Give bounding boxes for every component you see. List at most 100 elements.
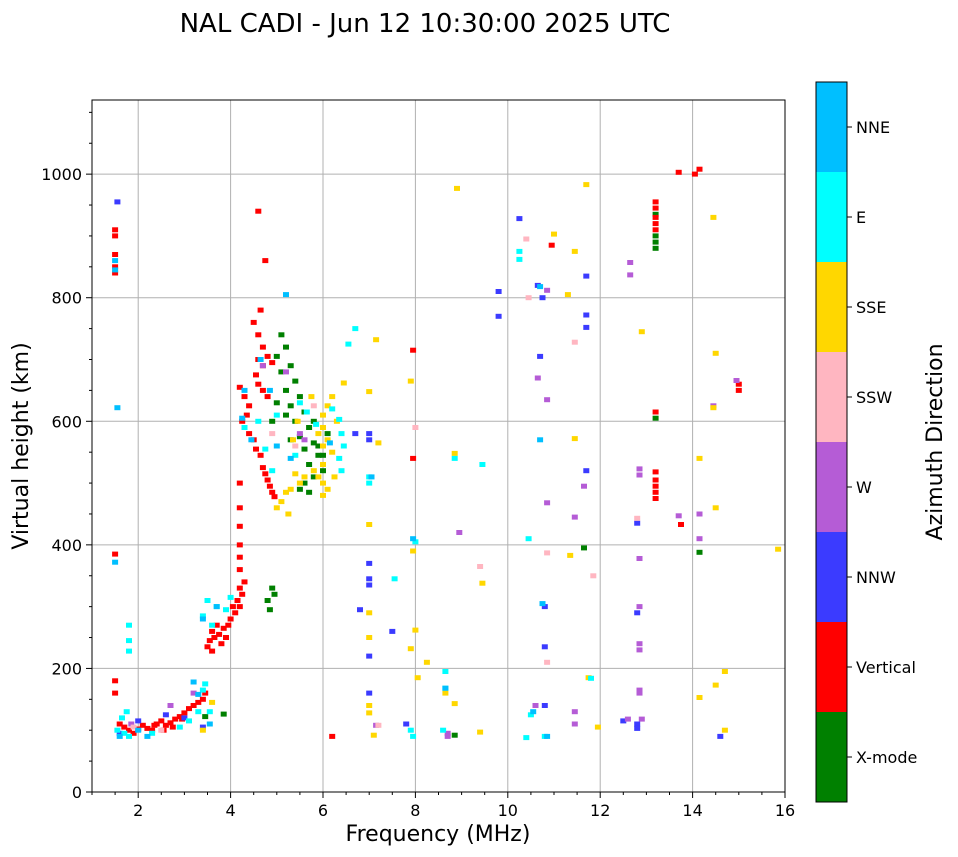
y-tick-label: 1000 xyxy=(41,165,82,184)
echo-point xyxy=(190,690,197,696)
echo-point xyxy=(320,492,326,498)
echo-point xyxy=(287,455,294,461)
echo-point xyxy=(544,287,551,293)
echo-point xyxy=(195,699,202,705)
echo-point xyxy=(352,326,359,332)
echo-point xyxy=(636,556,643,561)
echo-point xyxy=(149,727,156,733)
echo-point xyxy=(306,489,313,495)
echo-point xyxy=(375,722,382,728)
echo-point xyxy=(340,380,347,386)
echo-point xyxy=(112,690,119,696)
echo-point xyxy=(296,486,303,492)
echo-point xyxy=(199,696,206,702)
echo-point xyxy=(259,465,266,471)
echo-point xyxy=(236,505,243,511)
echo-point xyxy=(410,455,417,461)
chart-title: NAL CADI - Jun 12 10:30:00 2025 UTC xyxy=(180,9,671,39)
echo-point xyxy=(634,721,641,727)
echo-point xyxy=(199,616,206,622)
echo-point xyxy=(516,216,523,222)
echo-point xyxy=(290,437,296,443)
echo-point xyxy=(391,576,398,582)
echo-point xyxy=(357,607,363,613)
echo-point xyxy=(287,486,294,492)
echo-point xyxy=(477,564,484,569)
echo-point xyxy=(126,622,132,628)
echo-point xyxy=(320,468,326,474)
echo-point xyxy=(366,437,373,443)
x-tick-label: 4 xyxy=(226,801,236,820)
echo-point xyxy=(269,360,276,366)
y-tick-label: 400 xyxy=(51,536,82,555)
echo-point xyxy=(389,628,396,634)
echo-point xyxy=(236,604,243,610)
echo-point xyxy=(696,511,703,517)
echo-point xyxy=(306,425,313,430)
echo-point xyxy=(315,431,322,437)
echo-point xyxy=(636,472,643,478)
echo-point xyxy=(329,449,336,455)
x-tick-label: 6 xyxy=(318,801,328,820)
echo-point xyxy=(294,418,301,424)
echo-point xyxy=(144,725,151,731)
echo-point xyxy=(583,468,590,474)
echo-point xyxy=(257,357,264,362)
echo-point xyxy=(266,607,273,613)
echo-point xyxy=(652,233,659,239)
echo-point xyxy=(310,403,317,409)
echo-point xyxy=(366,710,373,716)
echo-point xyxy=(213,622,220,628)
echo-point xyxy=(634,515,641,521)
echo-point xyxy=(220,625,227,631)
echo-point xyxy=(721,669,728,674)
echo-point xyxy=(236,384,243,390)
echo-point xyxy=(209,628,216,634)
echo-point xyxy=(636,647,643,653)
echo-point xyxy=(292,443,299,449)
echo-point xyxy=(232,610,239,616)
echo-point xyxy=(195,709,202,715)
echo-point xyxy=(278,332,285,338)
colorbar-title: Azimuth Direction xyxy=(923,343,948,540)
echo-point xyxy=(675,513,682,519)
echo-point xyxy=(442,690,449,696)
echo-point xyxy=(370,732,377,738)
echo-point xyxy=(121,724,128,730)
echo-point xyxy=(292,378,299,384)
echo-point xyxy=(296,431,303,437)
echo-point xyxy=(255,208,262,214)
echo-point xyxy=(315,443,322,449)
echo-point xyxy=(541,644,548,650)
echo-point xyxy=(583,273,590,279)
colorbar-swatch xyxy=(816,262,847,352)
echo-point xyxy=(285,511,292,517)
echo-point xyxy=(477,729,484,735)
echo-point xyxy=(652,489,659,495)
echo-point xyxy=(590,573,597,579)
echo-point xyxy=(199,727,206,733)
colorbar-label: NNW xyxy=(856,568,896,587)
echo-point xyxy=(571,339,578,345)
echo-point xyxy=(412,539,419,545)
echo-point xyxy=(227,616,234,622)
colorbar: X-mode Vertical NNW W SSW SSE E NNE xyxy=(815,81,917,803)
echo-point xyxy=(112,267,119,273)
echo-point xyxy=(338,468,345,474)
echo-point xyxy=(537,284,544,290)
echo-point xyxy=(162,722,169,728)
echo-point xyxy=(121,730,128,736)
echo-point xyxy=(479,462,486,467)
plot-area xyxy=(92,100,785,792)
echo-point xyxy=(292,471,299,477)
echo-point xyxy=(581,545,587,551)
echo-point xyxy=(366,582,373,588)
echo-point xyxy=(495,289,502,294)
echo-point xyxy=(581,483,587,489)
echo-point xyxy=(456,530,463,535)
echo-point xyxy=(571,514,578,520)
echo-point xyxy=(158,718,165,724)
echo-point xyxy=(451,450,458,456)
echo-point xyxy=(525,295,532,301)
